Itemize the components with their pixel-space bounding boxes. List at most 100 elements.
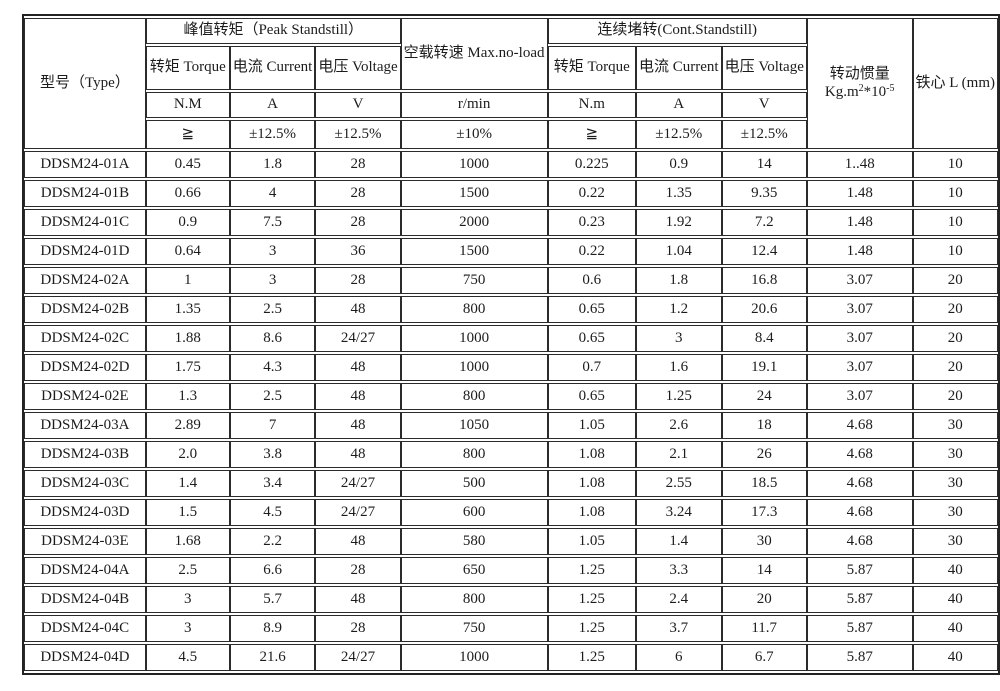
cell-peak-current: 5.7 (229, 586, 316, 613)
cell-cont-voltage: 18.5 (721, 470, 807, 497)
cell-inertia: 5.87 (806, 586, 913, 613)
cell-cont-voltage: 20.6 (721, 296, 807, 323)
cell-inertia: 4.68 (806, 470, 913, 497)
cell-peak-torque: 3 (145, 615, 230, 642)
cell-peak-voltage: 48 (315, 412, 401, 439)
tolerance-cont-current: ±12.5% (635, 120, 722, 149)
cell-cont-voltage: 24 (721, 383, 807, 410)
cell-cont-voltage: 20 (721, 586, 807, 613)
cell-peak-voltage: 48 (315, 441, 401, 468)
cell-core-length: 20 (912, 325, 998, 352)
cell-cont-voltage: 18 (721, 412, 807, 439)
cell-inertia: 5.87 (806, 615, 913, 642)
cell-peak-current: 4.3 (229, 354, 316, 381)
inertia-exponent-minus5: -5 (886, 82, 895, 94)
cell-noload-speed: 2000 (400, 209, 548, 236)
cell-peak-torque: 2.89 (145, 412, 230, 439)
cell-noload-speed: 1000 (400, 325, 548, 352)
cell-peak-torque: 1.5 (145, 499, 230, 526)
cell-peak-torque: 0.64 (145, 238, 230, 265)
cell-cont-voltage: 26 (721, 441, 807, 468)
cell-model: DDSM24-01D (24, 238, 146, 265)
cell-cont-torque: 1.25 (547, 586, 636, 613)
cell-peak-current: 6.6 (229, 557, 316, 584)
inertia-label-cn: 转动惯量 (829, 65, 890, 82)
cell-cont-current: 0.9 (635, 151, 722, 178)
table-row: DDSM24-03B 2.0 3.8 48 800 1.08 2.1 26 4.68 30 (24, 441, 998, 468)
cell-cont-torque: 0.22 (547, 180, 636, 207)
cell-cont-current: 1.04 (635, 238, 722, 265)
table-row: DDSM24-02C 1.88 8.6 24/27 1000 0.65 3 8.4 3.07 20 (24, 325, 998, 352)
cell-inertia: 3.07 (806, 296, 913, 323)
cell-cont-torque: 1.05 (547, 412, 636, 439)
cell-cont-current: 6 (635, 644, 722, 671)
cell-inertia: 5.87 (806, 644, 913, 671)
cell-core-length: 10 (912, 180, 998, 207)
cell-cont-torque: 1.25 (547, 557, 636, 584)
header-row-units: N.M A V r/min N.m A V (24, 92, 998, 118)
header-type: 型号（Type） (24, 18, 146, 149)
table-row: DDSM24-02B 1.35 2.5 48 800 0.65 1.2 20.6 3.07 20 (24, 296, 998, 323)
tolerance-cont-voltage: ±12.5% (721, 120, 807, 149)
cell-inertia: 1..48 (806, 151, 913, 178)
cell-noload-speed: 650 (400, 557, 548, 584)
header-cont-group: 连续堵转(Cont.Standstill) (547, 18, 807, 44)
cell-cont-torque: 0.225 (547, 151, 636, 178)
cell-peak-current: 1.8 (229, 151, 316, 178)
table-row: DDSM24-03E 1.68 2.2 48 580 1.05 1.4 30 4.68 30 (24, 528, 998, 555)
cell-peak-voltage: 48 (315, 354, 401, 381)
cell-model: DDSM24-04C (24, 615, 146, 642)
header-peak-current: 电流 Current (229, 46, 316, 90)
cell-peak-voltage: 48 (315, 383, 401, 410)
cell-peak-current: 2.2 (229, 528, 316, 555)
cell-cont-current: 3.24 (635, 499, 722, 526)
header-core-length: 铁心 L (mm) (912, 18, 998, 149)
cell-inertia: 1.48 (806, 238, 913, 265)
inertia-unit-mult: *10 (863, 83, 887, 100)
cell-peak-torque: 4.5 (145, 644, 230, 671)
cell-noload-speed: 500 (400, 470, 548, 497)
cell-cont-current: 1.25 (635, 383, 722, 410)
cell-peak-voltage: 48 (315, 296, 401, 323)
header-row-tolerances: ≧ ±12.5% ±12.5% ±10% ≧ ±12.5% ±12.5% (24, 120, 998, 149)
cell-cont-torque: 1.25 (547, 644, 636, 671)
tolerance-peak-current: ±12.5% (229, 120, 316, 149)
table-row: DDSM24-03A 2.89 7 48 1050 1.05 2.6 18 4.68 30 (24, 412, 998, 439)
table-body: DDSM24-01A 0.45 1.8 28 1000 0.225 0.9 14 1..48 10… (24, 151, 998, 671)
cell-core-length: 30 (912, 499, 998, 526)
cell-inertia: 4.68 (806, 499, 913, 526)
cell-noload-speed: 580 (400, 528, 548, 555)
cell-model: DDSM24-02C (24, 325, 146, 352)
inertia-exponent-2: 2 (858, 82, 864, 94)
cell-core-length: 40 (912, 644, 998, 671)
tolerance-noload-speed: ±10% (400, 120, 548, 149)
header-peak-torque: 转矩 Torque (145, 46, 230, 90)
cell-model: DDSM24-03D (24, 499, 146, 526)
unit-cont-voltage: V (721, 92, 807, 118)
cell-cont-torque: 0.22 (547, 238, 636, 265)
cell-cont-torque: 1.08 (547, 441, 636, 468)
cell-cont-torque: 0.65 (547, 325, 636, 352)
header-row-subcolumns: 转矩 Torque 电流 Current 电压 Voltage 转矩 Torqu… (24, 46, 998, 90)
cell-noload-speed: 1000 (400, 354, 548, 381)
table-row: DDSM24-02E 1.3 2.5 48 800 0.65 1.25 24 3.07 20 (24, 383, 998, 410)
cell-peak-torque: 2.5 (145, 557, 230, 584)
cell-model: DDSM24-03A (24, 412, 146, 439)
motor-spec-table: 型号（Type） 峰值转矩（Peak Standstill） 空载转速 Max.… (22, 14, 1000, 675)
header-peak-group: 峰值转矩（Peak Standstill） (145, 18, 401, 44)
cell-cont-torque: 0.7 (547, 354, 636, 381)
cell-peak-voltage: 24/27 (315, 499, 401, 526)
table-row: DDSM24-04D 4.5 21.6 24/27 1000 1.25 6 6.7 5.87 40 (24, 644, 998, 671)
cell-peak-torque: 0.9 (145, 209, 230, 236)
cell-cont-current: 1.2 (635, 296, 722, 323)
cell-model: DDSM24-03B (24, 441, 146, 468)
cell-peak-voltage: 28 (315, 209, 401, 236)
cell-core-length: 10 (912, 209, 998, 236)
cell-cont-torque: 1.25 (547, 615, 636, 642)
table-row: DDSM24-01B 0.66 4 28 1500 0.22 1.35 9.35 1.48 10 (24, 180, 998, 207)
cell-model: DDSM24-02A (24, 267, 146, 294)
cell-cont-voltage: 14 (721, 557, 807, 584)
cell-inertia: 4.68 (806, 528, 913, 555)
inertia-unit-base: Kg.m (824, 83, 859, 100)
